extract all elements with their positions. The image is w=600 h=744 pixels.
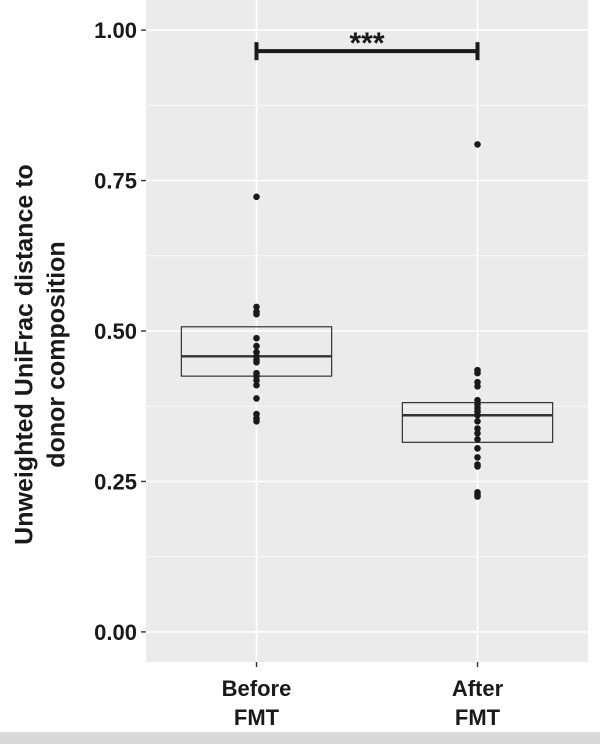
data-point xyxy=(474,454,481,461)
data-point xyxy=(253,381,260,389)
data-point xyxy=(253,395,260,402)
x-tick-label: Before xyxy=(222,676,292,701)
x-tick-label: After xyxy=(452,676,504,701)
data-point xyxy=(474,383,481,390)
data-point xyxy=(474,411,481,419)
data-point xyxy=(474,425,481,432)
data-point xyxy=(474,430,481,437)
data-point xyxy=(474,436,481,443)
data-point xyxy=(474,369,481,377)
data-point xyxy=(253,342,260,350)
data-point xyxy=(474,141,481,148)
y-tick-label: 1.00 xyxy=(94,18,137,43)
y-tick-label: 0.75 xyxy=(94,169,137,194)
data-point xyxy=(474,493,481,500)
significance-bracket: *** xyxy=(254,27,480,61)
data-point xyxy=(474,417,481,425)
y-axis: 0.00 0.25 0.50 0.75 1.00 xyxy=(94,18,146,645)
y-tick-label: 0.00 xyxy=(94,620,137,645)
x-tick-label: FMT xyxy=(234,705,280,730)
data-point xyxy=(253,310,260,318)
data-point xyxy=(253,193,260,201)
bottom-strip xyxy=(0,732,600,744)
significance-label: *** xyxy=(349,27,384,60)
y-tick-label: 0.50 xyxy=(94,319,137,344)
x-axis: Before FMT After FMT xyxy=(222,662,504,730)
data-point xyxy=(253,358,260,366)
point-layer xyxy=(253,141,481,500)
grid-layer xyxy=(146,0,588,662)
data-point xyxy=(474,445,481,452)
data-point xyxy=(253,334,260,342)
x-tick-label: FMT xyxy=(455,705,501,730)
data-point xyxy=(253,303,260,311)
data-point xyxy=(253,417,260,425)
data-point xyxy=(474,463,481,470)
data-point xyxy=(253,377,260,384)
y-tick-label: 0.25 xyxy=(94,469,137,494)
